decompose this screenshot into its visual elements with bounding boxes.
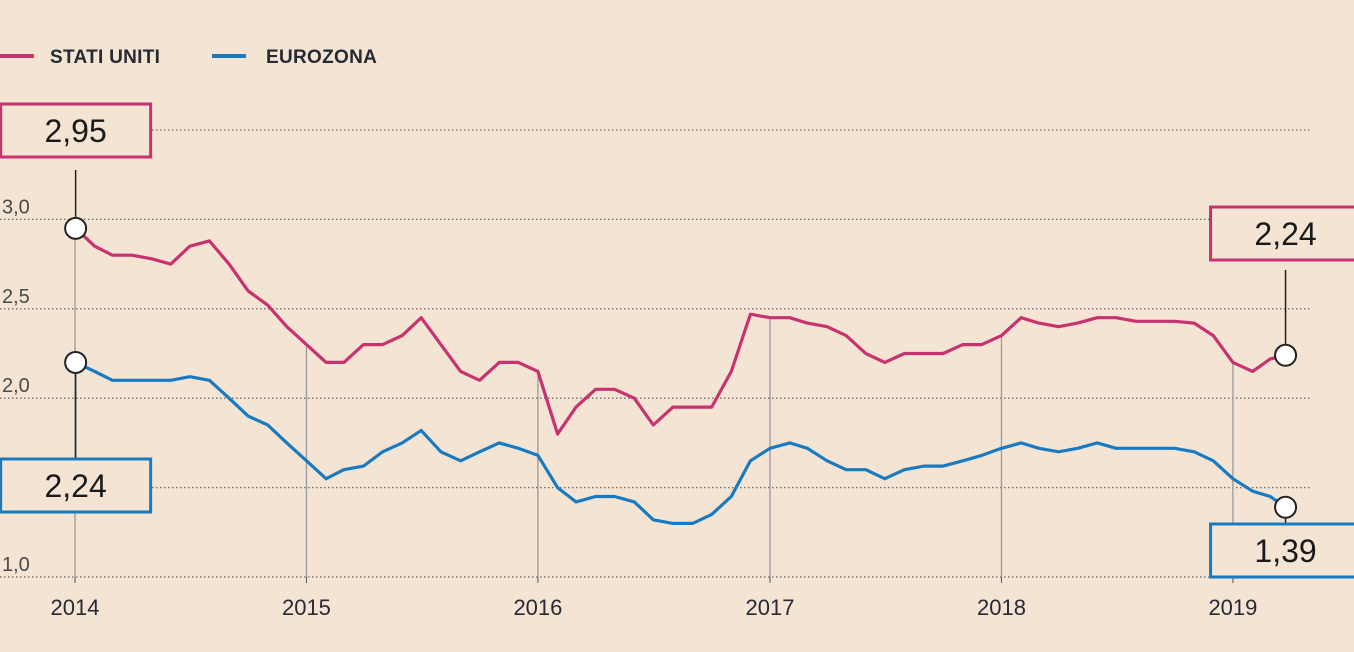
- series-lines: [73, 226, 1288, 526]
- callout-start-eurozona-marker: [64, 350, 88, 374]
- legend: STATI UNITI EUROZONA: [0, 47, 377, 68]
- callout-start-stati-uniti-marker: [64, 216, 88, 240]
- callout-start-stati-uniti-label: 2,95: [44, 113, 106, 149]
- series-line-eurozona: [73, 360, 1288, 526]
- legend-label-eurozona: EUROZONA: [266, 47, 377, 68]
- x-tick-label: 2016: [513, 595, 562, 620]
- y-tick-label: 2,0: [2, 375, 30, 397]
- callout-end-eurozona-marker: [1274, 495, 1298, 519]
- callout-end-eurozona-label: 1,39: [1254, 533, 1316, 569]
- callout-end-stati-uniti-label: 2,24: [1254, 216, 1316, 252]
- x-tick-label: 2019: [1208, 595, 1257, 620]
- grid: [0, 129, 1312, 578]
- callout-end-stati-uniti-marker: [1274, 343, 1298, 367]
- series-line-stati-uniti: [73, 226, 1288, 436]
- y-tick-label: 3,0: [2, 196, 30, 218]
- legend-label-stati-uniti: STATI UNITI: [50, 47, 160, 68]
- callout-start-eurozona-box: [0, 457, 153, 514]
- y-tick-label: 2,5: [2, 286, 30, 308]
- x-tick-label: 2014: [51, 595, 100, 620]
- y-tick-label: 1,0: [2, 554, 30, 576]
- x-tick-label: 2018: [977, 595, 1026, 620]
- callout-start-eurozona-label: 2,24: [44, 468, 106, 504]
- x-tick-label: 2015: [282, 595, 331, 620]
- callout-start-stati-uniti-box: [0, 102, 153, 159]
- callout-end-eurozona-box: [1209, 522, 1354, 579]
- x-axis-ticks: 2014 2015 2016 2017 2018 2019: [51, 577, 1257, 620]
- callouts: 2,95 2,24 2,24 1,39: [0, 102, 1354, 579]
- x-tick-label: 2017: [746, 595, 795, 620]
- callout-end-stati-uniti-box: [1209, 205, 1354, 262]
